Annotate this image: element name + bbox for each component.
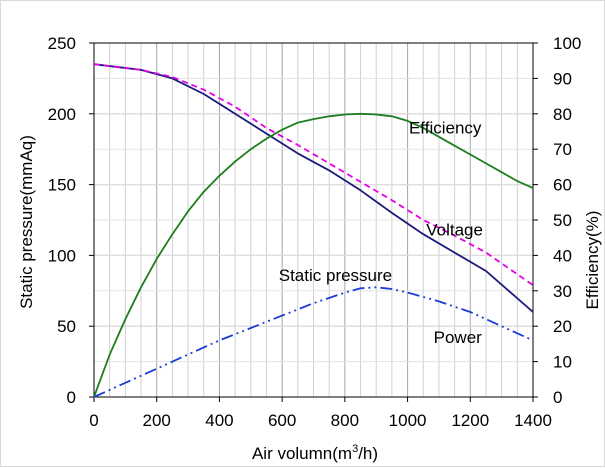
x-tick-label: 1000 (389, 411, 427, 430)
annotation-efficiency: Efficiency (409, 118, 482, 137)
y-left-tick-label: 100 (48, 246, 76, 265)
y-right-tick-label: 30 (553, 282, 572, 301)
y-right-tick-label: 50 (553, 211, 572, 230)
x-tick-label: 1200 (451, 411, 489, 430)
y-right-tick-label: 70 (553, 140, 572, 159)
series-line-static-pressure (93, 63, 534, 313)
x-tick-label: 1400 (514, 411, 552, 430)
y-left-tick-label: 50 (57, 317, 76, 336)
y-right-tick-label: 100 (553, 34, 581, 53)
x-tick-label: 600 (268, 411, 296, 430)
y-right-tick-label: 60 (553, 176, 572, 195)
y-right-tick-label: 90 (553, 69, 572, 88)
series-group (93, 63, 534, 398)
y-right-tick-label: 10 (553, 353, 572, 372)
y-right-tick-label: 40 (553, 246, 572, 265)
y-left-tick-label: 200 (48, 105, 76, 124)
labels-group: Efficiency Voltage Static pressure Power (279, 118, 483, 347)
x-axis-title: Air volumn(m3/h) (252, 443, 378, 463)
x-tick-label: 800 (331, 411, 359, 430)
x-tick-label: 200 (143, 411, 171, 430)
annotation-voltage: Voltage (426, 221, 483, 240)
y-axis-left-title: Static pressure(mmAq) (17, 135, 36, 309)
axes: 0 200 400 600 800 1000 1200 1400050100150200250… (48, 34, 582, 430)
series-line-power (93, 286, 534, 398)
x-tick-label: 0 (89, 411, 98, 430)
annotation-power: Power (434, 328, 483, 347)
y-left-tick-label: 250 (48, 34, 76, 53)
y-left-tick-label: 0 (67, 388, 76, 407)
y-right-tick-label: 80 (553, 105, 572, 124)
series-line-efficiency (93, 112, 534, 398)
annotation-static-pressure: Static pressure (279, 266, 392, 285)
series-line-voltage (93, 63, 534, 286)
y-left-tick-label: 150 (48, 176, 76, 195)
y-right-tick-label: 20 (553, 317, 572, 336)
x-tick-label: 400 (205, 411, 233, 430)
y-right-tick-label: 0 (553, 388, 562, 407)
y-axis-right-title: Efficiency(%) (583, 211, 602, 310)
